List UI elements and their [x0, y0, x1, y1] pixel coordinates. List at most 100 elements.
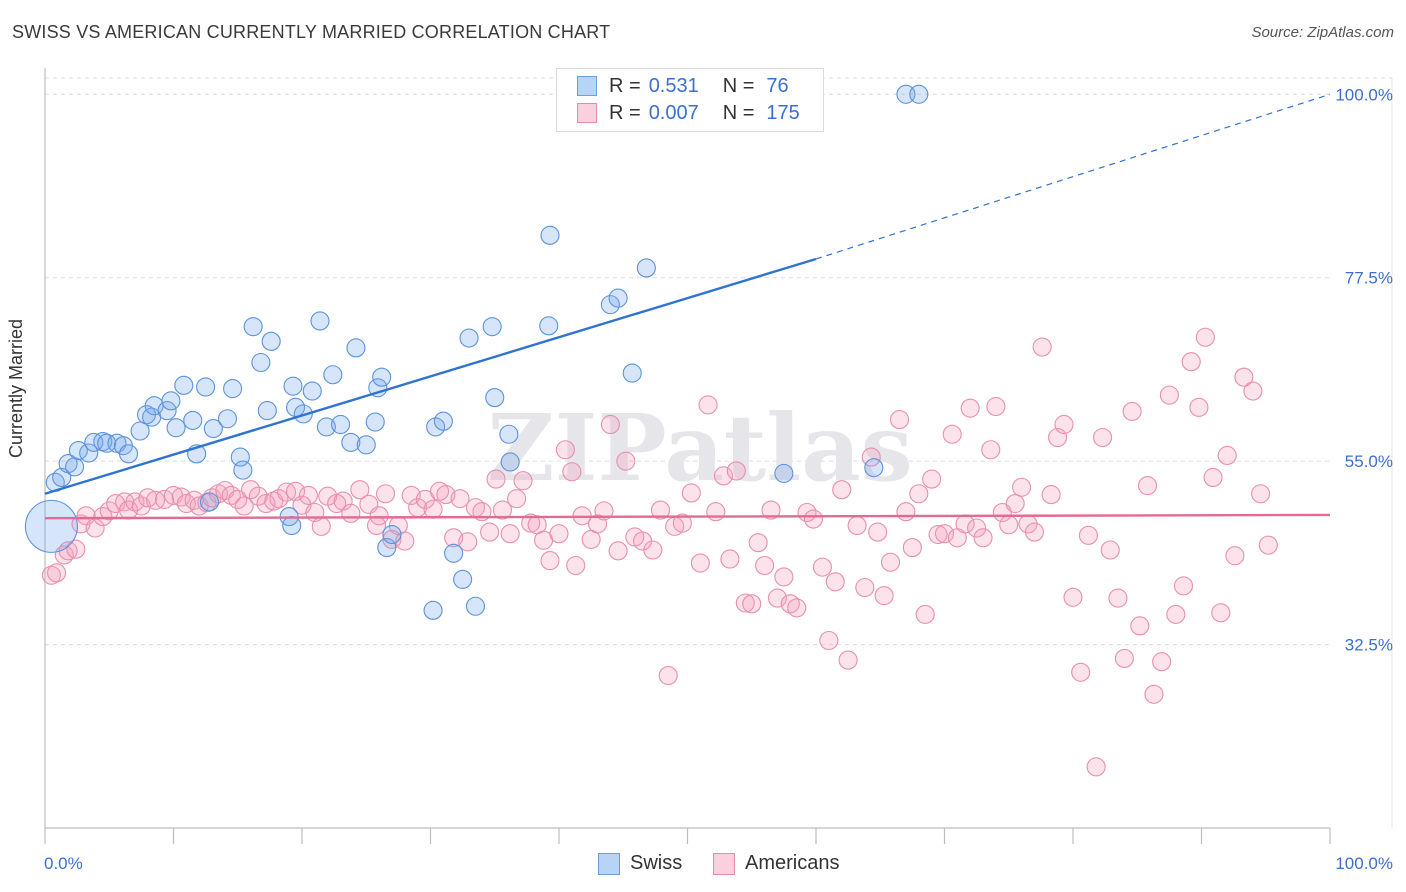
stats-legend: R = 0.531 N = 76 R = 0.007 N = 175: [556, 68, 824, 132]
y-tick-label: 100.0%: [1335, 85, 1393, 104]
legend-row-swiss: R = 0.531 N = 76: [577, 73, 789, 99]
swiss-point: [485, 388, 505, 408]
american-point: [658, 666, 678, 686]
american-point: [1152, 652, 1172, 672]
american-point: [616, 451, 636, 471]
american-point: [241, 480, 261, 500]
american-point: [480, 522, 500, 542]
american-point: [492, 500, 513, 520]
swiss-point: [636, 258, 656, 278]
american-point: [138, 488, 158, 508]
american-point: [269, 489, 289, 509]
american-point: [1137, 476, 1158, 496]
american-point: [1234, 367, 1254, 387]
swiss-point: [302, 381, 322, 401]
american-points-layer: [41, 327, 1278, 777]
n-label: N =: [722, 101, 755, 124]
swiss-point: [161, 391, 181, 411]
x-tick-label: 100.0%: [1335, 854, 1393, 873]
swiss-point: [453, 569, 473, 589]
swiss-point: [323, 365, 343, 385]
swiss-trend-extension: [815, 93, 1331, 260]
american-point: [928, 524, 948, 545]
swiss-point: [365, 412, 385, 432]
american-point: [855, 577, 875, 598]
american-point: [1211, 603, 1231, 623]
american-point: [1041, 485, 1061, 505]
american-point: [333, 491, 353, 511]
american-point: [742, 594, 762, 614]
swiss-point: [257, 401, 277, 421]
american-point: [847, 516, 867, 536]
american-point: [1071, 662, 1091, 682]
american-point: [1032, 337, 1052, 357]
american-point: [1144, 684, 1164, 704]
legend-label-americans: Americans: [745, 852, 840, 874]
swiss-point: [65, 457, 85, 477]
american-point: [672, 513, 692, 533]
american-point: [436, 485, 456, 505]
legend-item-americans[interactable]: Americans: [713, 852, 839, 875]
american-point: [41, 565, 61, 585]
r-value: 0.007: [648, 101, 699, 124]
american-point: [832, 480, 852, 500]
r-value: 0.531: [648, 74, 699, 97]
legend-item-swiss[interactable]: Swiss: [598, 852, 682, 875]
swiss-point: [52, 467, 72, 488]
tick-labels-layer: 32.5% 55.0% 77.5% 100.0% 0.0% 100.0%: [44, 85, 1393, 873]
n-value: 175: [766, 101, 800, 124]
y-tick-label: 55.0%: [1345, 452, 1393, 471]
swiss-point: [130, 421, 150, 441]
swiss-point: [310, 311, 330, 331]
american-point: [999, 515, 1019, 535]
swiss-point: [774, 463, 794, 483]
american-point: [594, 501, 614, 521]
american-point: [401, 485, 421, 505]
americans-swatch: [713, 852, 735, 875]
american-point: [767, 588, 788, 608]
swiss-point: [166, 418, 186, 438]
american-point: [706, 502, 726, 522]
swiss-point: [196, 377, 216, 397]
american-point: [1108, 588, 1128, 608]
american-point: [915, 604, 935, 624]
y-tick-label: 32.5%: [1345, 636, 1393, 655]
swiss-point: [283, 376, 303, 396]
american-point: [681, 483, 701, 503]
american-point: [47, 563, 67, 583]
swiss-point: [183, 410, 203, 430]
american-point: [774, 567, 794, 587]
r-label: R =: [609, 101, 641, 124]
american-point: [755, 555, 775, 576]
american-point: [973, 528, 993, 548]
american-point: [650, 500, 671, 520]
legend-label-swiss: Swiss: [630, 852, 683, 874]
swiss-point: [330, 414, 351, 435]
american-point: [1173, 576, 1194, 596]
american-point: [1217, 445, 1237, 465]
american-point: [248, 486, 268, 506]
american-point: [819, 630, 839, 651]
american-point: [286, 481, 306, 501]
american-point: [1189, 397, 1209, 417]
american-point: [66, 539, 86, 559]
american-point: [1130, 616, 1150, 636]
n-label: N =: [722, 74, 755, 97]
swiss-point: [444, 543, 464, 563]
american-point: [909, 484, 929, 504]
american-point: [1093, 427, 1113, 448]
swiss-point: [24, 499, 78, 553]
american-point: [698, 395, 718, 415]
trend-layer: [44, 93, 1331, 520]
swiss-point: [382, 524, 402, 545]
swiss-point: [433, 411, 453, 431]
swiss-point: [118, 444, 139, 464]
american-point: [735, 593, 755, 613]
swiss-point: [243, 317, 263, 337]
american-point: [566, 555, 586, 576]
american-point: [960, 398, 980, 418]
american-point: [1012, 477, 1032, 497]
american-point: [1225, 546, 1245, 566]
american-point: [880, 552, 901, 572]
